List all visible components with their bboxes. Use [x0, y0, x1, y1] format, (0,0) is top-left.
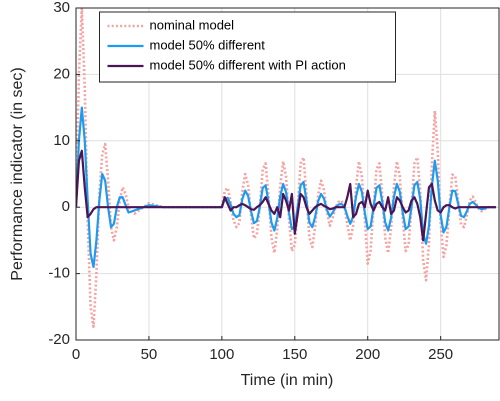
- y-tick-label: 30: [53, 0, 70, 16]
- x-axis-label: Time (in min): [241, 372, 334, 389]
- series-line: [76, 149, 497, 242]
- x-tick-label: 0: [72, 346, 80, 363]
- x-tick-label: 100: [209, 346, 234, 363]
- y-tick-label: 10: [53, 132, 70, 149]
- series-line: [76, 106, 497, 269]
- legend-text: model 50% different with PI action: [150, 57, 346, 72]
- y-tick-label: -10: [48, 265, 70, 282]
- legend-text: nominal model: [150, 17, 235, 32]
- y-tick-label: 20: [53, 65, 70, 82]
- x-tick-label: 150: [282, 346, 307, 363]
- legend: nominal model model 50% different model 50…: [99, 11, 396, 83]
- lines: [76, 8, 497, 329]
- ticks: 0 50 100 150 200 250 -20 -10 0 10 20 30: [48, 0, 453, 363]
- y-tick-label: -20: [48, 331, 70, 348]
- axes-box: [75, 7, 500, 341]
- x-tick-label: 50: [141, 346, 158, 363]
- x-tick-label: 200: [355, 346, 380, 363]
- y-axis-label: Performance indicator (in sec): [9, 67, 26, 280]
- x-tick-label: 250: [428, 346, 453, 363]
- legend-box: [99, 11, 396, 83]
- series-line: [76, 8, 497, 329]
- legend-text: model 50% different: [150, 37, 266, 52]
- y-tick-label: 0: [62, 198, 70, 215]
